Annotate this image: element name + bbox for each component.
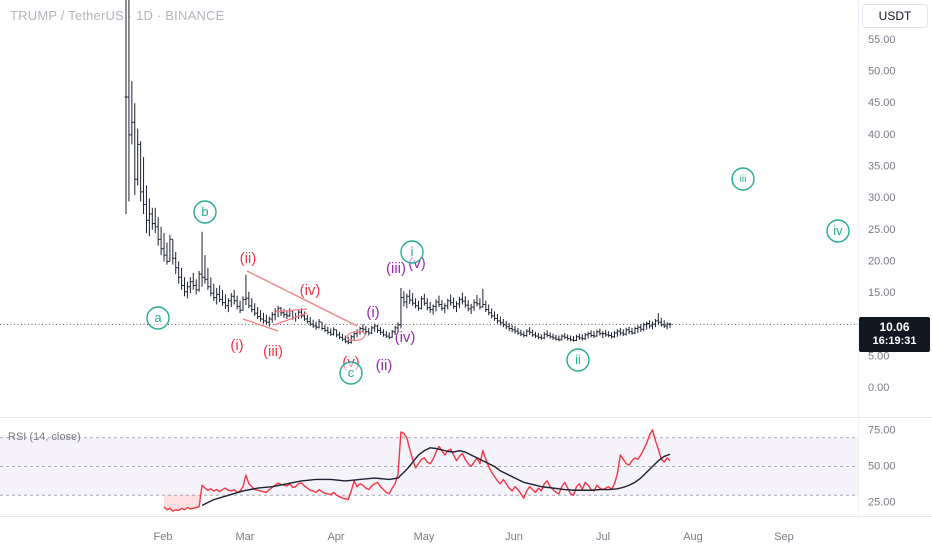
wave-label-purple-iv[interactable]: (iv)	[395, 329, 416, 346]
price-axis-label: 0.00	[868, 382, 889, 394]
trend-line[interactable]	[273, 308, 308, 313]
wave-circle-letter: iii	[740, 174, 747, 185]
rsi-axis-label: 25.00	[868, 496, 896, 508]
wave-circle-letter: b	[201, 204, 208, 219]
price-axis-label: 55.00	[868, 34, 896, 46]
countdown-timer: 16:19:31	[872, 335, 917, 348]
price-axis-label: 15.00	[868, 287, 896, 299]
wave-circle-b[interactable]: b	[193, 200, 217, 224]
price-axis-label: 5.00	[868, 350, 889, 362]
last-price-value: 10.06	[879, 320, 910, 335]
wave-label-purple-i[interactable]: (i)	[366, 304, 379, 321]
wave-label-purple-iii[interactable]: (iii)	[386, 260, 406, 277]
rsi-axis-label: 50.00	[868, 460, 896, 472]
wave-circle-letter: a	[154, 310, 162, 325]
price-pane[interactable]	[0, 0, 858, 345]
rsi-pane[interactable]	[0, 429, 858, 512]
rsi-overbought-fill	[648, 429, 655, 438]
rsi-indicator-label[interactable]: RSI (14, close)	[8, 431, 81, 443]
time-axis-month-jun: Jun	[505, 531, 523, 543]
time-axis-month-sep: Sep	[774, 531, 794, 543]
wave-circle-ii[interactable]: ii	[566, 348, 590, 372]
time-axis-month-feb: Feb	[154, 531, 173, 543]
wave-label-red-ii[interactable]: (ii)	[240, 250, 257, 267]
symbol-title[interactable]: TRUMP / TetherUS · 1D · BINANCE	[10, 8, 225, 23]
wave-label-purple-ii[interactable]: (ii)	[376, 357, 393, 374]
wave-label-red-i[interactable]: (i)	[230, 337, 243, 354]
wave-label-red-iv[interactable]: (iv)	[300, 282, 321, 299]
time-axis-month-mar: Mar	[236, 531, 255, 543]
rsi-oversold-fill	[164, 495, 201, 512]
trend-line[interactable]	[246, 270, 358, 327]
time-axis-month-aug: Aug	[683, 531, 703, 543]
price-axis-label: 40.00	[868, 129, 896, 141]
wave-circle-letter: iv	[833, 223, 843, 238]
time-axis-month-jul: Jul	[596, 531, 610, 543]
last-price-tag: 10.06 16:19:31	[859, 317, 930, 352]
rsi-axis-label: 75.00	[868, 424, 896, 436]
price-axis-label: 30.00	[868, 192, 896, 204]
wave-circle-letter: c	[348, 365, 355, 380]
price-axis-label: 20.00	[868, 255, 896, 267]
time-axis-month-apr: Apr	[327, 531, 344, 543]
wave-ellipse[interactable]	[346, 330, 366, 342]
wave-label-red-iii[interactable]: (iii)	[263, 343, 283, 360]
currency-toggle-button[interactable]: USDT	[862, 4, 928, 28]
time-axis-month-may: May	[414, 531, 435, 543]
price-axis-label: 25.00	[868, 224, 896, 236]
wave-circle-i[interactable]: i	[400, 240, 424, 264]
wave-circle-c[interactable]: c	[339, 361, 363, 385]
wave-circle-iii[interactable]: iii	[731, 167, 755, 191]
price-axis-label: 35.00	[868, 161, 896, 173]
rsi-line	[163, 429, 671, 512]
rsi-ma-line	[201, 447, 671, 507]
trend-line[interactable]	[242, 318, 279, 332]
price-axis-label: 45.00	[868, 97, 896, 109]
ohlc-bars	[124, 0, 672, 345]
price-axis-label: 50.00	[868, 66, 896, 78]
trend-line[interactable]	[273, 312, 308, 326]
wave-circle-iv[interactable]: iv	[826, 219, 850, 243]
wave-circle-a[interactable]: a	[146, 306, 170, 330]
wave-circle-letter: ii	[575, 352, 581, 367]
wave-circle-letter: i	[411, 244, 414, 259]
